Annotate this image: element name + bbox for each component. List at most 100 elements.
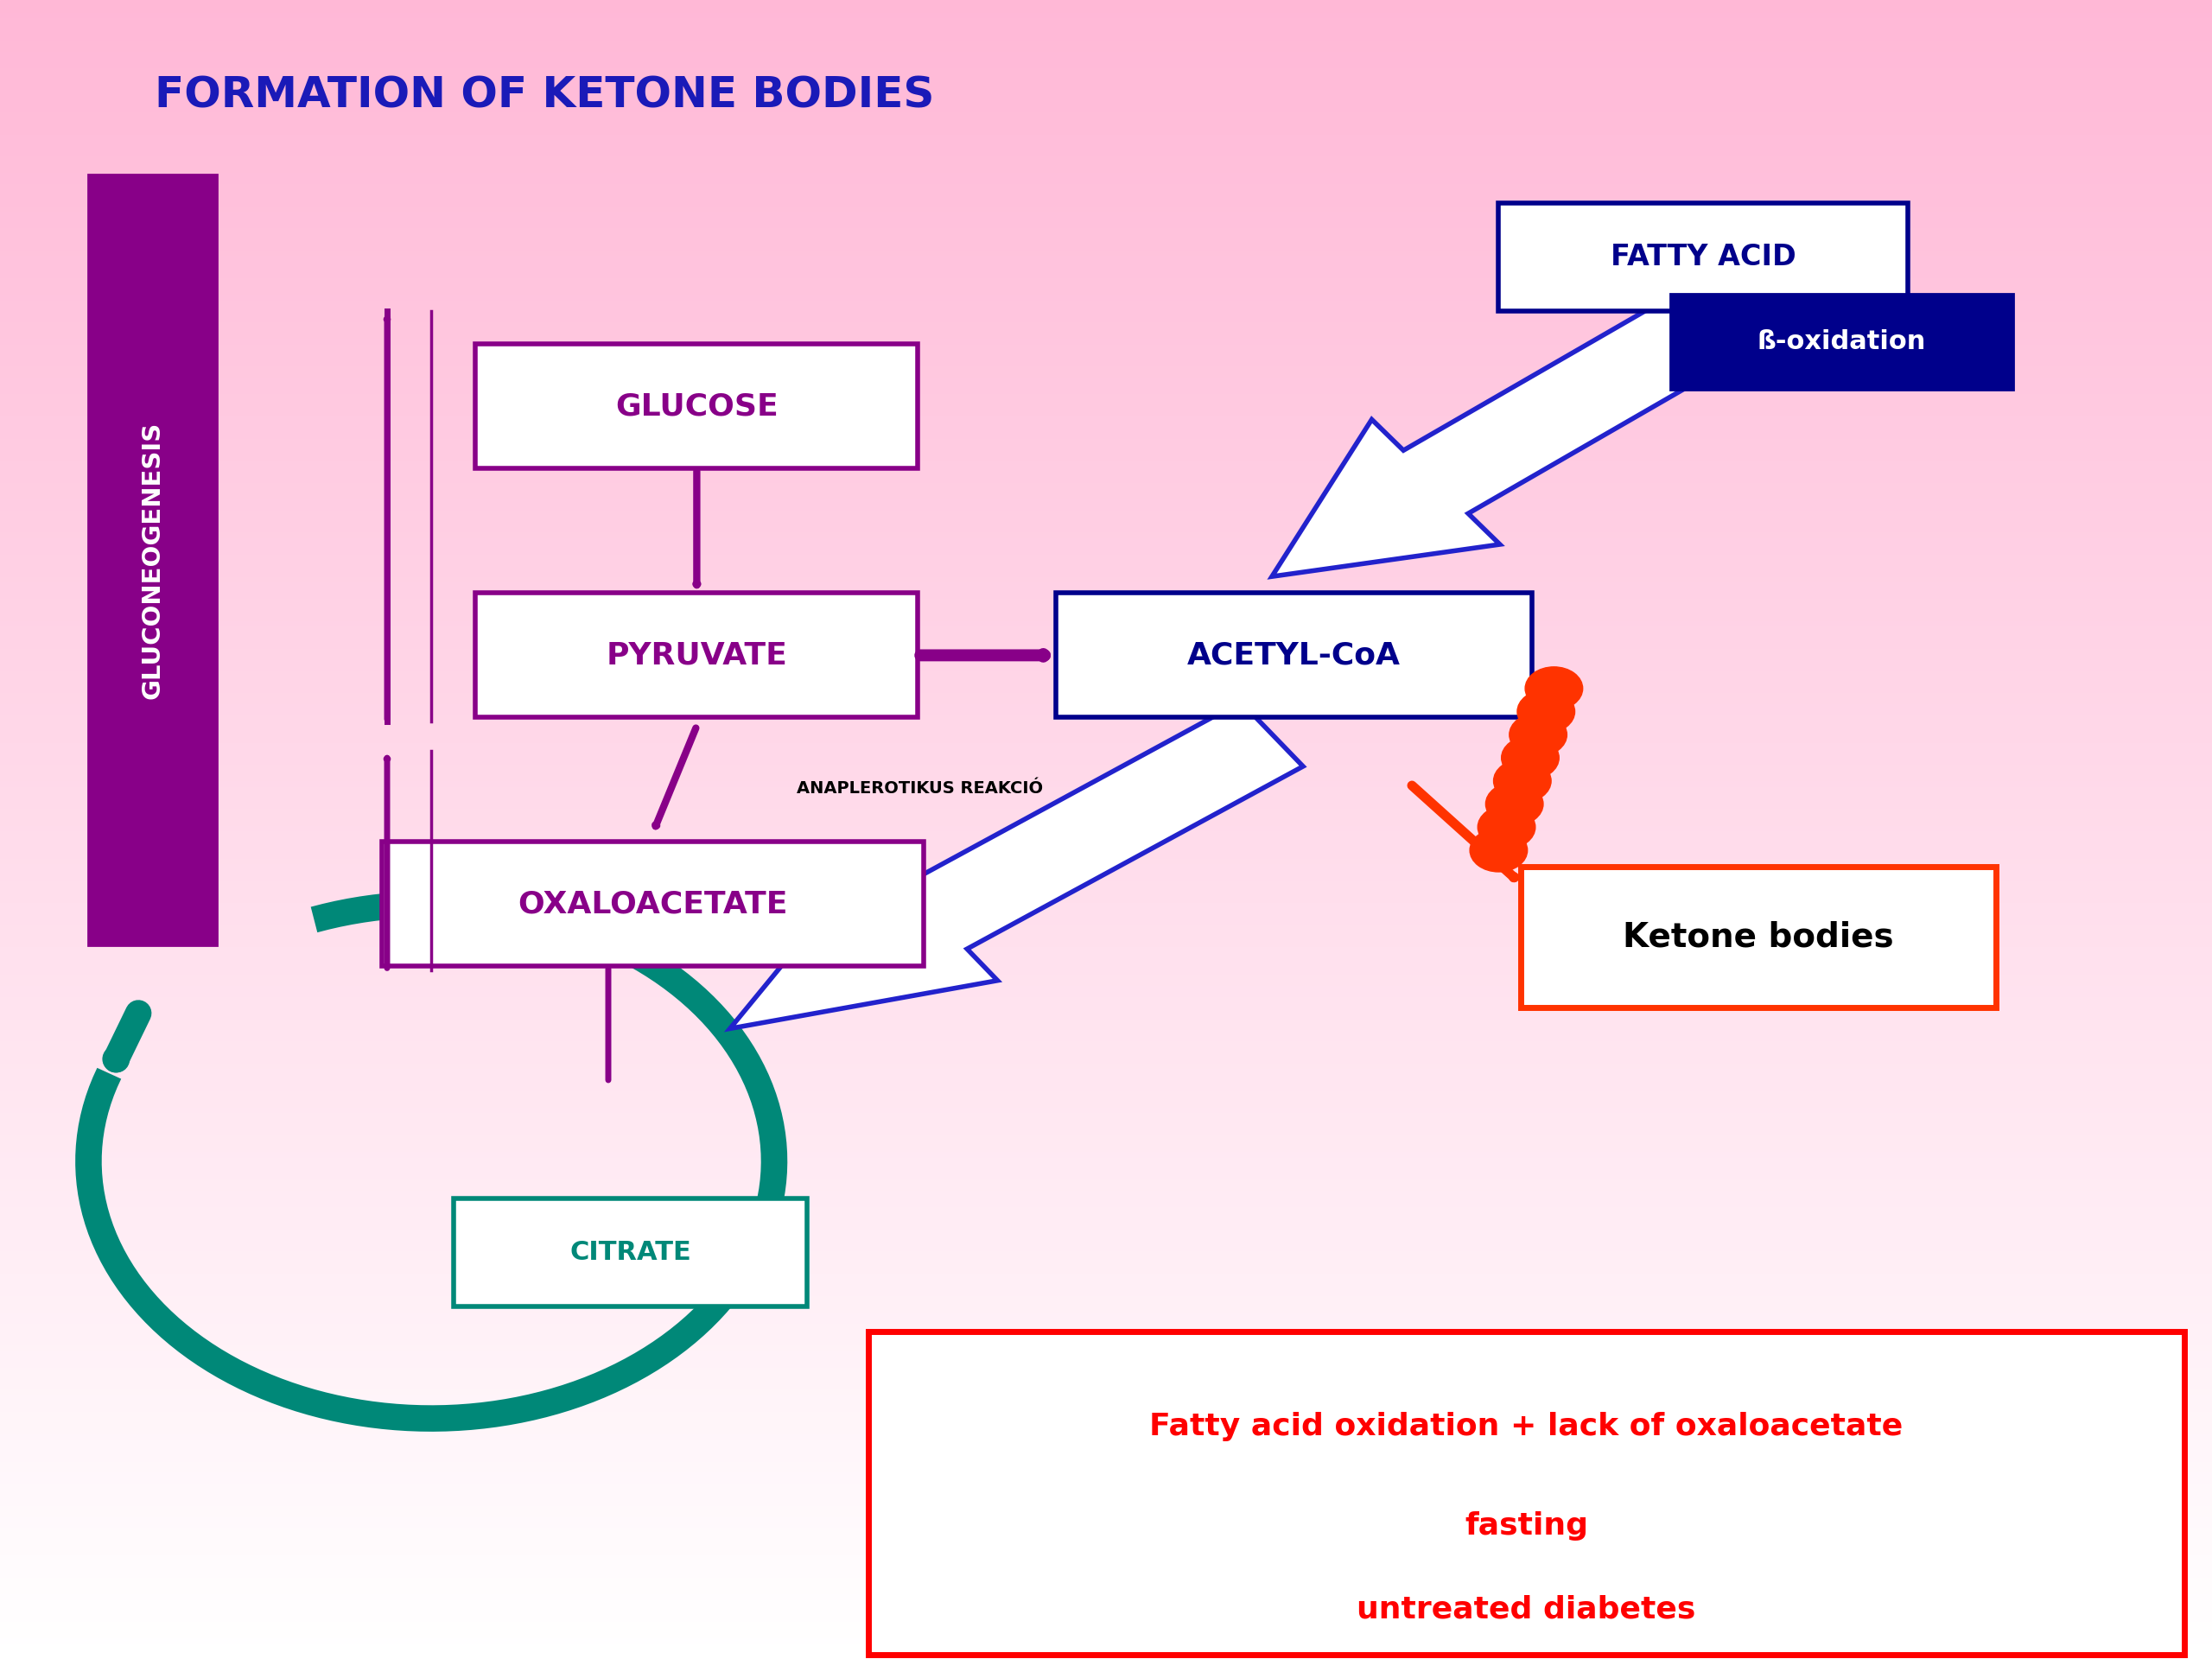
Bar [0, 232, 2212, 237]
Bar [0, 735, 2212, 742]
Bar [0, 614, 2212, 619]
Bar [0, 791, 2212, 796]
FancyBboxPatch shape [476, 594, 918, 718]
Bar [0, 1112, 2212, 1117]
FancyBboxPatch shape [1522, 866, 1997, 1007]
Bar [0, 1422, 2212, 1427]
FancyBboxPatch shape [1500, 204, 1907, 312]
Bar [0, 294, 2212, 299]
Bar [0, 841, 2212, 846]
Bar [0, 1443, 2212, 1448]
Bar [0, 752, 2212, 758]
Bar [0, 851, 2212, 858]
Bar [0, 863, 2212, 868]
Bar [0, 718, 2212, 725]
Bar [0, 642, 2212, 647]
Bar [0, 946, 2212, 951]
Bar [0, 149, 2212, 154]
Text: OXALOACETATE: OXALOACETATE [518, 889, 787, 919]
Bar [0, 1029, 2212, 1034]
Bar [0, 564, 2212, 569]
Text: GLUCOSE: GLUCOSE [615, 392, 779, 421]
Bar [0, 747, 2212, 752]
Bar [0, 453, 2212, 460]
Bar [0, 1100, 2212, 1107]
Bar [0, 586, 2212, 592]
Bar [0, 486, 2212, 493]
Bar [0, 858, 2212, 863]
Bar [0, 332, 2212, 337]
Bar [0, 1277, 2212, 1282]
Text: CITRATE: CITRATE [571, 1239, 690, 1266]
Bar [0, 1194, 2212, 1199]
Bar [0, 1631, 2212, 1637]
Bar [0, 1355, 2212, 1360]
Bar [0, 1078, 2212, 1083]
Bar [0, 1377, 2212, 1382]
Bar [0, 0, 2212, 5]
Bar [0, 896, 2212, 901]
FancyBboxPatch shape [476, 345, 918, 468]
Bar [0, 1614, 2212, 1621]
Bar [0, 1515, 2212, 1521]
Bar [0, 708, 2212, 713]
Bar [0, 227, 2212, 232]
Bar [0, 1405, 2212, 1410]
Bar [0, 398, 2212, 403]
Bar [0, 830, 2212, 834]
Bar [0, 801, 2212, 808]
Bar [0, 377, 2212, 382]
Bar [0, 476, 2212, 481]
Bar [0, 436, 2212, 443]
Bar [0, 1156, 2212, 1161]
Circle shape [1509, 713, 1566, 757]
Bar [0, 481, 2212, 486]
Bar [0, 1531, 2212, 1538]
Bar [0, 758, 2212, 763]
Bar [0, 1123, 2212, 1128]
Bar [0, 630, 2212, 635]
FancyBboxPatch shape [867, 1331, 2185, 1656]
Bar [0, 260, 2212, 265]
Bar [0, 45, 2212, 50]
Bar [0, 71, 2212, 78]
Bar [0, 221, 2212, 227]
Bar [0, 1150, 2212, 1156]
Bar [0, 1548, 2212, 1554]
Bar [0, 813, 2212, 818]
Bar [0, 282, 2212, 287]
Bar [0, 1472, 2212, 1477]
Bar [0, 1654, 2212, 1659]
Bar [0, 1543, 2212, 1548]
Bar [0, 984, 2212, 990]
Bar [0, 1559, 2212, 1564]
Bar [0, 519, 2212, 526]
Bar [0, 1360, 2212, 1365]
Bar [0, 154, 2212, 161]
Bar [0, 88, 2212, 95]
Bar [0, 1505, 2212, 1510]
Bar [0, 1415, 2212, 1422]
Bar [0, 83, 2212, 88]
Bar [0, 879, 2212, 884]
Polygon shape [730, 702, 1303, 1029]
Bar [0, 531, 2212, 536]
Bar [0, 1637, 2212, 1642]
Bar [0, 287, 2212, 294]
Bar [0, 1012, 2212, 1017]
Bar [0, 387, 2212, 393]
Bar [0, 1488, 2212, 1493]
Circle shape [1526, 667, 1584, 710]
Bar [0, 304, 2212, 310]
Bar [0, 868, 2212, 874]
Bar [0, 825, 2212, 830]
Bar [0, 443, 2212, 448]
Bar [0, 763, 2212, 768]
Bar [0, 1510, 2212, 1515]
Bar [0, 161, 2212, 166]
Bar [0, 1322, 2212, 1327]
Bar [0, 1256, 2212, 1261]
Text: GLUCONEOGENESIS: GLUCONEOGENESIS [142, 421, 164, 698]
Bar [0, 957, 2212, 962]
Bar [0, 420, 2212, 426]
